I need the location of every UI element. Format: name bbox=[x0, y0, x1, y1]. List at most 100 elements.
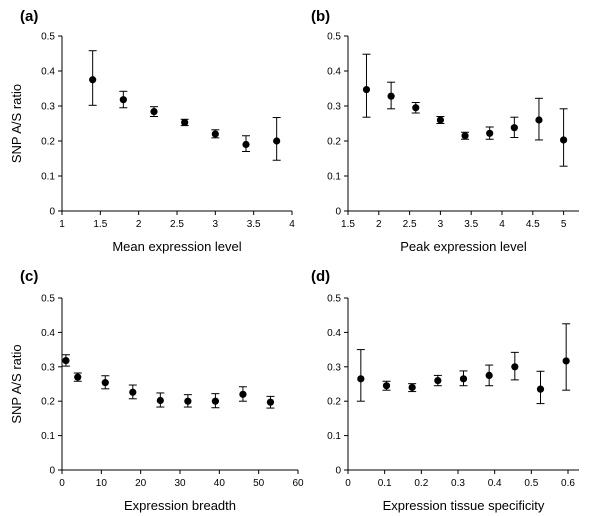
data-point-group bbox=[356, 349, 365, 402]
data-point-group bbox=[211, 129, 220, 139]
x-tick-label: 0.3 bbox=[451, 478, 465, 489]
data-point bbox=[266, 398, 275, 406]
data-point bbox=[486, 129, 494, 137]
data-point-group bbox=[272, 117, 281, 161]
x-tick-label: 2 bbox=[376, 219, 382, 230]
x-tick-label: 3.5 bbox=[464, 219, 478, 230]
x-tick-label: 1.5 bbox=[93, 219, 107, 230]
y-tick-label: 0.4 bbox=[327, 328, 341, 339]
data-point-group bbox=[536, 370, 545, 405]
data-point bbox=[362, 85, 371, 94]
y-tick-label: 0.3 bbox=[327, 102, 341, 113]
data-point bbox=[560, 136, 568, 144]
x-tick-label: 2.5 bbox=[403, 219, 417, 230]
y-axis-label: SNP A/S ratio bbox=[9, 344, 24, 423]
x-tick-label: 0.4 bbox=[488, 478, 502, 489]
data-point bbox=[242, 140, 250, 149]
data-point bbox=[511, 363, 519, 371]
data-point bbox=[562, 357, 570, 365]
panel-label: (a) bbox=[20, 8, 38, 25]
y-tick-label: 0.5 bbox=[327, 294, 341, 305]
data-point-group bbox=[101, 375, 110, 390]
data-point bbox=[387, 92, 395, 100]
x-tick-label: 20 bbox=[135, 478, 147, 489]
data-point bbox=[273, 137, 281, 145]
x-tick-label: 5 bbox=[561, 219, 567, 230]
x-tick-label: 0 bbox=[59, 478, 65, 489]
x-tick-label: 4 bbox=[499, 219, 505, 230]
y-tick-label: 0.1 bbox=[41, 172, 55, 183]
x-tick-label: 1 bbox=[59, 219, 65, 230]
y-tick-label: 0.2 bbox=[41, 137, 55, 148]
panel-d: (d) 0 0.1 0.2 0.3 0.4 0.5 0 0.1 0.2 0.3 0.4 0.5 0.6 Ex… bbox=[311, 268, 579, 513]
x-tick-label: 0.1 bbox=[378, 478, 392, 489]
x-tick-label: 40 bbox=[214, 478, 226, 489]
data-point-group bbox=[73, 372, 82, 382]
data-point-group bbox=[61, 354, 70, 367]
data-point bbox=[412, 104, 420, 112]
data-point-group bbox=[362, 53, 371, 118]
x-tick-label: 10 bbox=[96, 478, 108, 489]
data-point bbox=[129, 388, 137, 396]
data-point-group bbox=[238, 386, 247, 402]
panel-c: (c) 0 0.1 0.2 0.3 0.4 0.5 0 10 20 30 40 50 60 Expressi… bbox=[9, 268, 304, 513]
y-tick-label: 0.2 bbox=[41, 397, 55, 408]
y-tick-label: 0 bbox=[49, 466, 55, 477]
panel-label: (b) bbox=[311, 8, 330, 25]
y-tick-label: 0.2 bbox=[327, 137, 341, 148]
x-axis-label: Mean expression level bbox=[112, 239, 241, 254]
data-point bbox=[184, 397, 192, 405]
data-point-group bbox=[459, 370, 468, 387]
x-tick-label: 3 bbox=[438, 219, 444, 230]
data-point bbox=[181, 118, 189, 127]
data-point-group bbox=[266, 395, 275, 409]
data-point bbox=[535, 116, 543, 124]
data-point-group bbox=[534, 97, 543, 141]
x-tick-label: 0.2 bbox=[414, 478, 428, 489]
x-tick-label: 3.5 bbox=[247, 219, 261, 230]
data-point bbox=[510, 124, 518, 132]
x-tick-label: 4 bbox=[289, 219, 295, 230]
data-point-group bbox=[436, 116, 445, 124]
data-point-group bbox=[119, 90, 128, 109]
data-point bbox=[156, 396, 164, 405]
y-tick-label: 0 bbox=[335, 207, 341, 218]
data-point bbox=[89, 76, 97, 84]
data-point-group bbox=[411, 102, 420, 114]
data-point-group bbox=[461, 131, 470, 140]
data-point bbox=[150, 108, 158, 116]
data-point-group bbox=[485, 126, 494, 140]
data-point-group bbox=[211, 393, 220, 409]
x-tick-label: 4.5 bbox=[526, 219, 540, 230]
data-point bbox=[239, 390, 247, 398]
data-point-group bbox=[180, 118, 189, 127]
data-point bbox=[119, 96, 127, 104]
data-point bbox=[211, 130, 219, 138]
y-tick-label: 0.1 bbox=[327, 172, 341, 183]
data-point bbox=[382, 382, 391, 390]
data-point bbox=[461, 132, 469, 140]
data-point bbox=[74, 373, 82, 381]
data-point-group bbox=[485, 364, 494, 387]
y-tick-label: 0.3 bbox=[41, 102, 55, 113]
data-point-group bbox=[387, 81, 396, 110]
data-point bbox=[101, 379, 109, 387]
x-tick-label: 2.5 bbox=[170, 219, 184, 230]
data-point bbox=[459, 375, 468, 383]
y-axis-label: SNP A/S ratio bbox=[9, 84, 24, 163]
data-point-group bbox=[433, 374, 442, 387]
y-tick-label: 0 bbox=[49, 207, 55, 218]
x-axis-label: Peak expression level bbox=[400, 239, 527, 254]
data-point-group bbox=[408, 383, 417, 393]
data-point bbox=[436, 116, 444, 124]
data-point-group bbox=[242, 135, 250, 152]
y-tick-label: 0 bbox=[335, 466, 341, 477]
y-tick-label: 0.2 bbox=[327, 397, 341, 408]
y-tick-label: 0.3 bbox=[327, 362, 341, 373]
y-tick-label: 0.5 bbox=[41, 294, 55, 305]
y-tick-label: 0.4 bbox=[327, 67, 341, 78]
data-point bbox=[485, 371, 493, 379]
data-point-group bbox=[128, 384, 137, 400]
data-point-group bbox=[510, 351, 519, 381]
